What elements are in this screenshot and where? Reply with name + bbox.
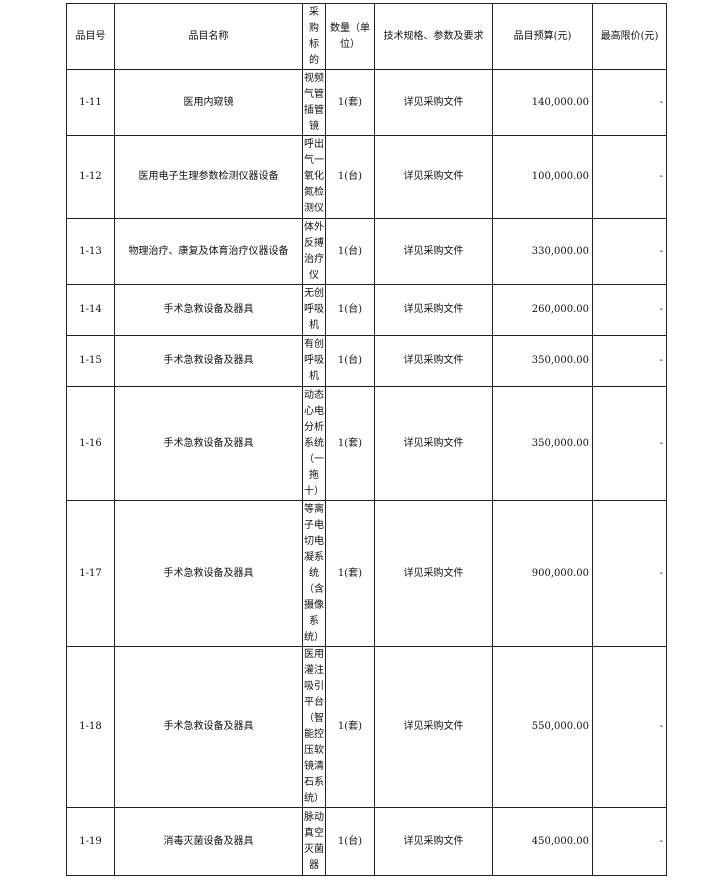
cell-quantity: 1(套) [325, 69, 375, 136]
target-text: 视频气管插管镜 [304, 72, 324, 132]
table-row: 1-18 手术急救设备及器具 医用灌注吸引平台（智能控压软镜清石系统） 1(套) 详见采… [66, 646, 667, 808]
cell-budget: 330,000.00 [492, 218, 593, 285]
header-row: 品目号 品目名称 采购标的 数量（单位） 技术规格、参数及要求 品目预算(元) … [66, 3, 667, 70]
cell-quantity: 1(套) [325, 646, 375, 808]
header-quantity: 数量（单位） [325, 3, 375, 70]
cell-item-no: 1-14 [66, 284, 115, 336]
cell-item-no: 1-18 [66, 646, 115, 808]
cell-max-price: - [592, 807, 667, 876]
cell-item-name: 医用电子生理参数检测仪器设备 [114, 135, 303, 219]
cell-spec: 详见采购文件 [374, 500, 493, 647]
cell-quantity: 1(套) [325, 500, 375, 647]
cell-item-name: 医用内窥镜 [114, 69, 303, 136]
cell-max-price: - [592, 335, 667, 387]
cell-budget: 350,000.00 [492, 335, 593, 387]
table-body: 1-11 医用内窥镜 视频气管插管镜 1(套) 详见采购文件 140,000.00-1-1… [66, 69, 667, 876]
table-row: 1-13 物理治疗、康复及体育治疗仪器设备 体外反搏治疗仪 1(台) 详见采购文件 330… [66, 218, 667, 285]
cell-item-no: 1-11 [66, 69, 115, 136]
target-text: 动态心电分析系统（一拖十） [304, 389, 324, 497]
cell-max-price: - [592, 646, 667, 808]
header-item-no: 品目号 [66, 3, 115, 70]
cell-spec: 详见采购文件 [374, 218, 493, 285]
cell-budget: 100,000.00 [492, 135, 593, 219]
cell-quantity: 1(台) [325, 284, 375, 336]
cell-target: 等离子电切电凝系统（含摄像系统） [302, 500, 326, 647]
cell-spec: 详见采购文件 [374, 69, 493, 136]
table-row: 1-12 医用电子生理参数检测仪器设备 呼出气一氧化氮检测仪 1(台) 详见采购文件 10… [66, 135, 667, 219]
table-row: 1-15 手术急救设备及器具 有创呼吸机 1(台) 详见采购文件 350,000.00- [66, 335, 667, 387]
cell-quantity: 1(台) [325, 807, 375, 876]
cell-max-price: - [592, 218, 667, 285]
cell-item-name: 手术急救设备及器具 [114, 335, 303, 387]
cell-budget: 550,000.00 [492, 646, 593, 808]
cell-spec: 详见采购文件 [374, 807, 493, 876]
cell-item-name: 手术急救设备及器具 [114, 500, 303, 647]
target-text: 脉动真空灭菌器 [304, 811, 324, 871]
cell-quantity: 1(台) [325, 135, 375, 219]
cell-item-name: 消毒灭菌设备及器具 [114, 807, 303, 876]
cell-max-price: - [592, 284, 667, 336]
table-row: 1-17 手术急救设备及器具 等离子电切电凝系统（含摄像系统） 1(套) 详见采购文件 9… [66, 500, 667, 647]
table-row: 1-11 医用内窥镜 视频气管插管镜 1(套) 详见采购文件 140,000.00- [66, 69, 667, 136]
cell-target: 有创呼吸机 [302, 335, 326, 387]
cell-target: 视频气管插管镜 [302, 69, 326, 136]
cell-max-price: - [592, 500, 667, 647]
header-max-price: 最高限价(元) [592, 3, 667, 70]
procurement-table: 品目号 品目名称 采购标的 数量（单位） 技术规格、参数及要求 品目预算(元) … [66, 3, 667, 876]
header-spec: 技术规格、参数及要求 [374, 3, 493, 70]
header-budget: 品目预算(元) [492, 3, 593, 70]
cell-max-price: - [592, 135, 667, 219]
cell-target: 脉动真空灭菌器 [302, 807, 326, 876]
cell-target: 呼出气一氧化氮检测仪 [302, 135, 326, 219]
cell-spec: 详见采购文件 [374, 284, 493, 336]
cell-target: 无创呼吸机 [302, 284, 326, 336]
cell-budget: 900,000.00 [492, 500, 593, 647]
cell-quantity: 1(套) [325, 386, 375, 501]
target-text: 有创呼吸机 [304, 339, 324, 382]
cell-target: 体外反搏治疗仪 [302, 218, 326, 285]
cell-spec: 详见采购文件 [374, 135, 493, 219]
cell-target: 动态心电分析系统（一拖十） [302, 386, 326, 501]
cell-budget: 140,000.00 [492, 69, 593, 136]
cell-budget: 260,000.00 [492, 284, 593, 336]
cell-item-name: 物理治疗、康复及体育治疗仪器设备 [114, 218, 303, 285]
cell-item-name: 手术急救设备及器具 [114, 646, 303, 808]
cell-max-price: - [592, 386, 667, 501]
cell-item-no: 1-13 [66, 218, 115, 285]
cell-quantity: 1(台) [325, 218, 375, 285]
table-row: 1-14 手术急救设备及器具 无创呼吸机 1(台) 详见采购文件 260,000.00- [66, 284, 667, 336]
cell-budget: 450,000.00 [492, 807, 593, 876]
cell-item-name: 手术急救设备及器具 [114, 386, 303, 501]
cell-item-name: 手术急救设备及器具 [114, 284, 303, 336]
cell-target: 医用灌注吸引平台（智能控压软镜清石系统） [302, 646, 326, 808]
cell-item-no: 1-15 [66, 335, 115, 387]
target-text: 医用灌注吸引平台（智能控压软镜清石系统） [304, 649, 324, 804]
cell-item-no: 1-19 [66, 807, 115, 876]
cell-item-no: 1-17 [66, 500, 115, 647]
table-row: 1-16 手术急救设备及器具 动态心电分析系统（一拖十） 1(套) 详见采购文件 350,… [66, 386, 667, 501]
header-target: 采购标的 [302, 3, 326, 70]
cell-item-no: 1-12 [66, 135, 115, 219]
cell-spec: 详见采购文件 [374, 386, 493, 501]
cell-quantity: 1(台) [325, 335, 375, 387]
cell-item-no: 1-16 [66, 386, 115, 501]
target-text: 等离子电切电凝系统（含摄像系统） [304, 503, 324, 643]
cell-budget: 350,000.00 [492, 386, 593, 501]
header-item-name: 品目名称 [114, 3, 303, 70]
cell-max-price: - [592, 69, 667, 136]
target-text: 体外反搏治疗仪 [304, 221, 324, 281]
cell-spec: 详见采购文件 [374, 646, 493, 808]
target-text: 无创呼吸机 [304, 288, 324, 331]
target-text: 呼出气一氧化氮检测仪 [304, 139, 324, 214]
cell-spec: 详见采购文件 [374, 335, 493, 387]
table-row: 1-19 消毒灭菌设备及器具 脉动真空灭菌器 1(台) 详见采购文件 450,000.00… [66, 807, 667, 876]
